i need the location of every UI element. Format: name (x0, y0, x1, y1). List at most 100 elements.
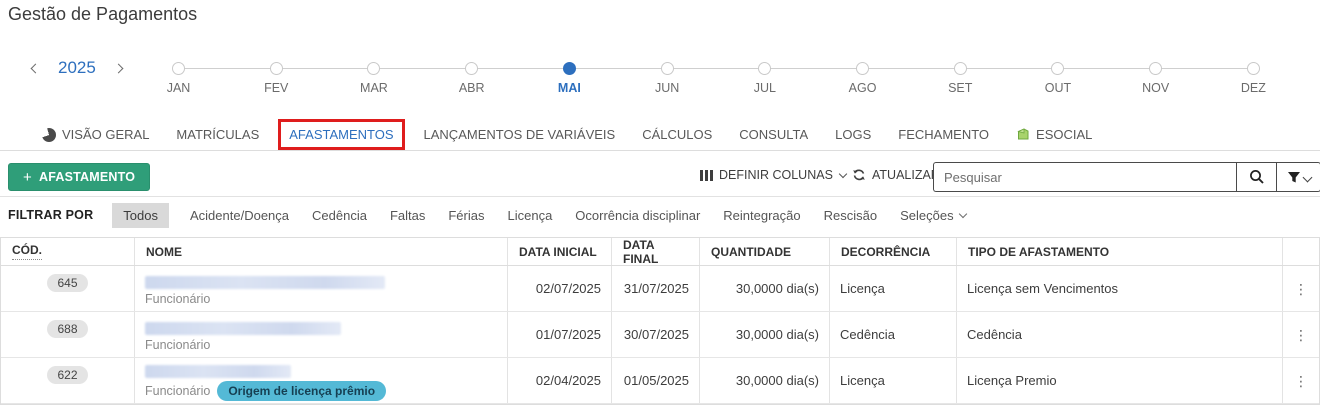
month-dot-active (562, 62, 576, 75)
tabs-divider (0, 150, 1320, 151)
filter-option-faltas[interactable]: Faltas (389, 207, 426, 223)
tab-fechamento[interactable]: FECHAMENTO (898, 127, 990, 142)
table-row: 622 Funcionário Origem de licença prêmio… (1, 358, 1319, 404)
filter-selections-dropdown[interactable]: Seleções (898, 203, 967, 228)
search-icon (1249, 170, 1264, 184)
filter-option-reintegracao[interactable]: Reintegração (723, 207, 801, 223)
header-nome[interactable]: NOME (135, 238, 508, 265)
tab-afastamentos-active[interactable]: AFASTAMENTOS (278, 119, 405, 150)
search-button[interactable] (1236, 162, 1277, 192)
cell-actions: ⋮ (1283, 312, 1319, 357)
cell-data-final: 30/07/2025 (612, 312, 700, 357)
cell-actions: ⋮ (1283, 358, 1319, 403)
timeline-month-dez[interactable]: DEZ (1241, 62, 1266, 95)
cell-actions: ⋮ (1283, 266, 1319, 311)
tab-lancamentos-de-variaveis[interactable]: LANÇAMENTOS DE VARIÁVEIS (423, 127, 616, 142)
month-dot (758, 62, 772, 75)
filter-option-licenca[interactable]: Licença (507, 207, 553, 223)
timeline-month-out[interactable]: OUT (1045, 62, 1071, 95)
page-title: Gestão de Pagamentos (8, 4, 198, 24)
year-label: 2025 (58, 58, 96, 77)
tab-matriculas[interactable]: MATRÍCULAS (176, 127, 260, 142)
chevron-down-icon (1302, 172, 1312, 182)
header-decorrencia[interactable]: DECORRÊNCIA (830, 238, 957, 265)
search-group (933, 162, 1320, 192)
registro-type-label: Funcionário (145, 383, 211, 398)
search-input[interactable] (933, 162, 1236, 192)
advanced-filter-button[interactable] (1277, 162, 1320, 192)
redacted-name (145, 275, 385, 289)
filter-option-ferias[interactable]: Férias (448, 207, 485, 223)
refresh-icon (853, 169, 865, 181)
cell-data-inicial: 02/04/2025 (508, 358, 612, 403)
month-dot (367, 62, 381, 75)
row-menu-kebab-icon[interactable]: ⋮ (1294, 280, 1308, 297)
filter-bar-label: FILTRAR POR (8, 208, 94, 222)
cell-cod: 645 (1, 266, 135, 311)
tab-calculos[interactable]: CÁLCULOS (642, 127, 713, 142)
timeline-month-mai-selected[interactable]: MAI (558, 62, 581, 95)
toolbar-divider (0, 196, 1320, 197)
timeline-month-nov[interactable]: NOV (1142, 62, 1169, 95)
header-actions (1283, 238, 1319, 265)
filter-option-todos-selected[interactable]: Todos (112, 202, 169, 228)
header-tipo-afastamento[interactable]: TIPO DE AFASTAMENTO (957, 238, 1283, 265)
timeline-month-fev[interactable]: FEV (264, 62, 288, 95)
cell-quantidade: 30,0000 dia(s) (700, 358, 830, 403)
cell-cod: 688 (1, 312, 135, 357)
month-dot (953, 62, 967, 75)
next-year-button[interactable] (110, 59, 128, 77)
columns-icon (700, 169, 713, 181)
define-columns-button[interactable]: DEFINIR COLUNAS (700, 168, 848, 182)
row-menu-kebab-icon[interactable]: ⋮ (1294, 372, 1308, 389)
cell-quantidade: 30,0000 dia(s) (700, 266, 830, 311)
module-tabs: VISÃO GERAL MATRÍCULAS AFASTAMENTOS LANÇ… (42, 119, 1092, 150)
tab-visao-geral[interactable]: VISÃO GERAL (42, 127, 149, 142)
tab-logs[interactable]: LOGS (835, 127, 872, 142)
cell-nome: Funcionário (135, 266, 508, 311)
timeline-month-jun[interactable]: JUN (655, 62, 679, 95)
cell-nome: Funcionário (135, 312, 508, 357)
chevron-right-icon (113, 63, 124, 73)
cell-data-inicial: 02/07/2025 (508, 266, 612, 311)
table-header-row: CÓD. NOME DATA INICIAL DATA FINAL QUANTI… (1, 238, 1319, 266)
timeline-month-set[interactable]: SET (948, 62, 972, 95)
cell-cod: 622 (1, 358, 135, 403)
prev-year-button[interactable] (26, 59, 44, 77)
header-cod[interactable]: CÓD. (1, 238, 135, 265)
add-afastamento-button[interactable]: + AFASTAMENTO (8, 163, 151, 191)
header-data-inicial[interactable]: DATA INICIAL (508, 238, 612, 265)
tab-consulta[interactable]: CONSULTA (739, 127, 809, 142)
timeline-month-abr[interactable]: ABR (459, 62, 485, 95)
filter-option-ocorrencia-disciplinar[interactable]: Ocorrência disciplinar (575, 207, 701, 223)
month-dot (465, 62, 479, 75)
timeline-month-jan[interactable]: JAN (167, 62, 190, 95)
year-selector: 2025 (26, 58, 128, 78)
header-quantidade[interactable]: QUANTIDADE (700, 238, 830, 265)
tab-esocial[interactable]: ESOCIAL (1016, 127, 1092, 142)
month-dot (660, 62, 674, 75)
cell-tipo-afastamento: Licença Premio (957, 358, 1283, 403)
chevron-left-icon (30, 63, 40, 73)
month-dot (172, 62, 185, 75)
header-data-final[interactable]: DATA FINAL (612, 238, 700, 265)
timeline-month-mar[interactable]: MAR (360, 62, 388, 95)
month-dot (1246, 62, 1260, 75)
month-dot (1051, 62, 1065, 75)
esocial-icon (1017, 128, 1029, 140)
timeline-month-ago[interactable]: AGO (849, 62, 876, 95)
redacted-name (145, 321, 341, 335)
filter-option-rescisao[interactable]: Rescisão (823, 207, 878, 223)
redacted-name (145, 364, 291, 378)
filter-option-cedencia[interactable]: Cedência (312, 207, 367, 223)
refresh-button[interactable]: ATUALIZAR (852, 168, 940, 182)
cell-decorrencia: Licença (830, 358, 957, 403)
timeline-month-jul[interactable]: JUL (754, 62, 776, 95)
cell-nome: Funcionário Origem de licença prêmio (135, 358, 508, 403)
cell-data-final: 01/05/2025 (612, 358, 700, 403)
cell-tipo-afastamento: Cedência (957, 312, 1283, 357)
row-menu-kebab-icon[interactable]: ⋮ (1294, 326, 1308, 343)
filter-bar: FILTRAR POR Todos Acidente/Doença Cedênc… (8, 201, 968, 229)
cod-badge: 622 (47, 365, 88, 384)
filter-option-acidente-doenca[interactable]: Acidente/Doença (190, 207, 290, 223)
